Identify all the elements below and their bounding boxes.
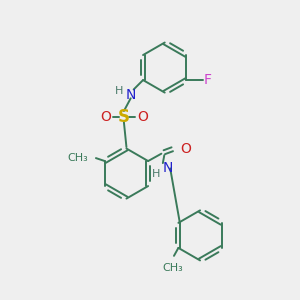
Text: O: O [137, 110, 148, 124]
Text: H: H [152, 169, 160, 179]
Text: F: F [204, 73, 212, 87]
Text: N: N [163, 161, 173, 176]
Text: N: N [125, 88, 136, 102]
Text: O: O [100, 110, 111, 124]
Text: CH₃: CH₃ [162, 262, 183, 273]
Text: CH₃: CH₃ [68, 153, 88, 163]
Text: S: S [118, 108, 130, 126]
Text: H: H [115, 86, 124, 96]
Text: O: O [181, 142, 191, 156]
